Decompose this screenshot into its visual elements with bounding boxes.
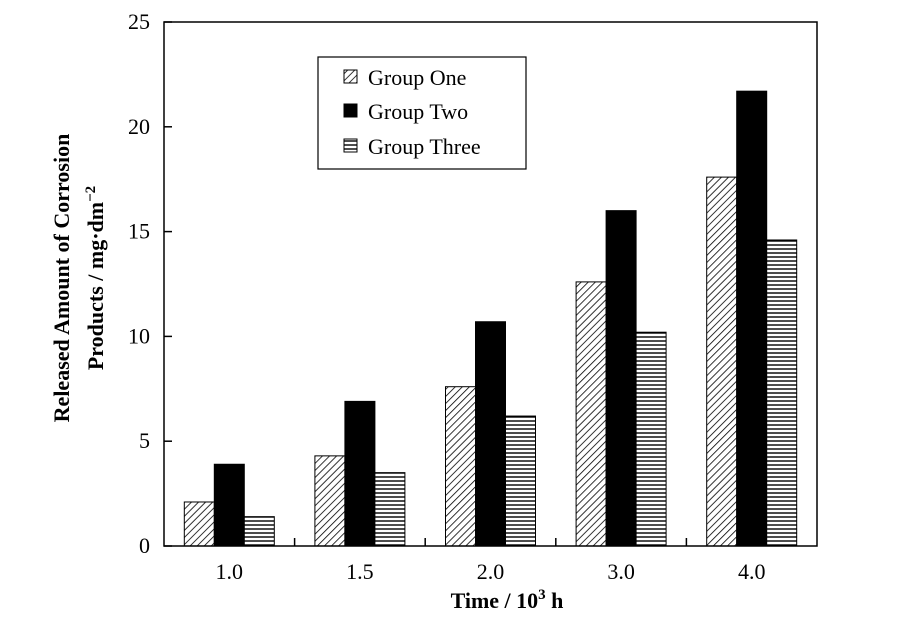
bar-group-one-3.0 xyxy=(575,281,607,547)
y-tick-label: 20 xyxy=(128,114,150,139)
bar-group-two-2.0 xyxy=(475,321,506,547)
y-axis-title-line2: Products / mg·dm−2 xyxy=(83,186,108,370)
legend-label-group-one: Group One xyxy=(368,65,466,90)
y-axis-title-line1: Released Amount of Corrosion xyxy=(49,134,74,423)
x-tick-label: 3.0 xyxy=(607,559,635,584)
y-tick-label: 25 xyxy=(128,9,150,34)
legend-swatch-group-one xyxy=(343,69,358,84)
x-axis-title-unit: h xyxy=(546,588,564,613)
legend: Group One Group Two Group Three xyxy=(317,56,527,170)
legend-swatch-group-three xyxy=(343,138,358,153)
bar-group-three-3.0 xyxy=(635,331,667,547)
bar-group-one-2.0 xyxy=(445,386,476,547)
y-axis-title-text: Products / mg·dm xyxy=(83,202,108,370)
y-tick-label: 5 xyxy=(139,428,150,453)
bar-group-one-4.0 xyxy=(706,176,738,547)
legend-label-group-two: Group Two xyxy=(368,99,468,124)
x-axis-title-superscript: 3 xyxy=(538,587,546,603)
bar-group-three-1.5 xyxy=(374,472,406,547)
legend-label-group-three: Group Three xyxy=(368,134,481,159)
y-axis-title-superscript: −2 xyxy=(83,186,99,202)
bar-group-two-4.0 xyxy=(736,90,768,547)
y-tick-label: 10 xyxy=(128,323,150,348)
x-tick-label: 1.0 xyxy=(216,559,244,584)
bar-group-three-2.0 xyxy=(505,415,536,547)
bar-group-one-1.5 xyxy=(314,455,346,547)
bars-group xyxy=(183,90,798,547)
y-tick-label: 0 xyxy=(139,533,150,558)
legend-swatch-group-two xyxy=(343,103,358,118)
bar-group-three-1.0 xyxy=(243,516,275,547)
bar-group-two-3.0 xyxy=(605,210,637,547)
x-axis-title-text: Time / 10 xyxy=(451,588,539,613)
y-tick-label: 15 xyxy=(128,219,150,244)
bar-group-one-1.0 xyxy=(183,501,215,547)
x-axis-ticks: 1.0 1.5 2.0 3.0 4.0 xyxy=(216,538,766,584)
x-tick-label: 2.0 xyxy=(477,559,505,584)
bar-group-two-1.5 xyxy=(344,400,376,547)
plot-frame xyxy=(163,21,818,547)
y-axis-ticks: 0 5 10 15 20 25 xyxy=(128,9,172,558)
x-tick-label: 4.0 xyxy=(738,559,766,584)
x-tick-label: 1.5 xyxy=(346,559,374,584)
bar-group-three-4.0 xyxy=(766,239,798,547)
x-axis-title: Time / 103 h xyxy=(451,587,564,613)
bar-group-two-1.0 xyxy=(213,463,245,547)
